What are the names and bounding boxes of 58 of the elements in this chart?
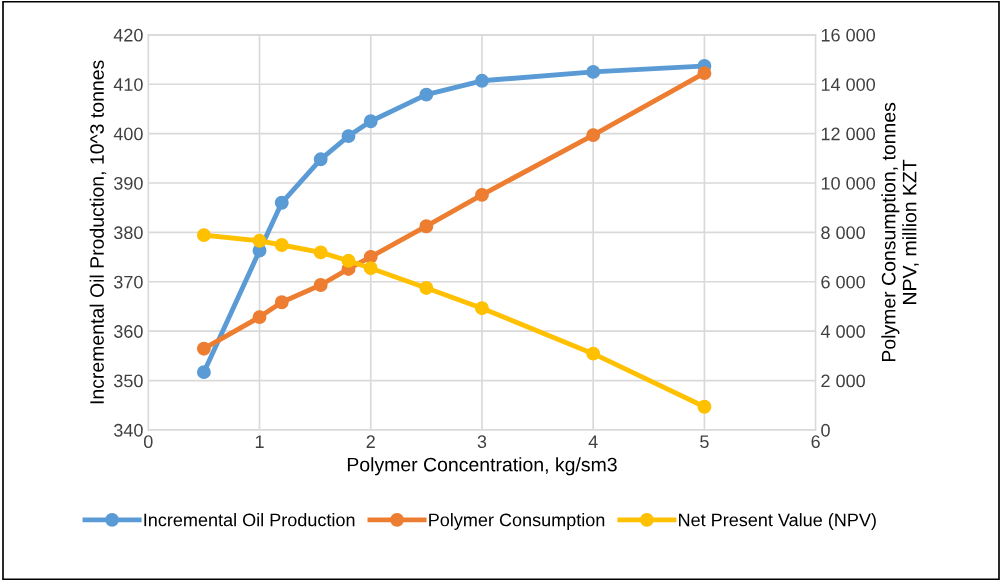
- y-tick-label: 340: [114, 423, 143, 437]
- point: [586, 346, 601, 361]
- x-tick-label: 5: [700, 435, 709, 449]
- point: [419, 281, 434, 295]
- point: [252, 310, 267, 325]
- x-axis-title: Polymer Concentration, kg/sm3: [347, 457, 617, 476]
- y-tick-label: 350: [114, 374, 143, 388]
- x-tick-label: 4: [588, 435, 598, 448]
- point: [475, 301, 489, 316]
- y-tick-label: 370: [114, 275, 143, 289]
- point: [313, 152, 328, 167]
- point: [274, 295, 289, 310]
- y2-tick-label: 16 000: [821, 28, 876, 42]
- y-axis-title: Incremental Oil Production, 10^3 tonnes: [89, 60, 107, 404]
- point: [196, 341, 211, 356]
- legend-label: Net Present Value (NPV): [679, 513, 876, 530]
- point: [313, 245, 328, 260]
- y2-tick-label: 4 000: [820, 325, 865, 338]
- point: [252, 233, 267, 248]
- y2-tick-label: 10 000: [821, 176, 876, 190]
- legend-label: Incremental Oil Production: [144, 513, 355, 527]
- point: [363, 249, 378, 264]
- point: [697, 399, 712, 414]
- point: [196, 365, 211, 380]
- point: [341, 253, 356, 268]
- point: [586, 64, 601, 79]
- point: [196, 228, 211, 243]
- x-tick-label: 0: [143, 435, 153, 449]
- point: [475, 187, 489, 202]
- y-tick-label: 420: [113, 28, 143, 42]
- x-tick-label: 3: [477, 435, 487, 449]
- point: [313, 278, 328, 292]
- y-tick-label: 360: [114, 325, 143, 338]
- point: [341, 129, 356, 144]
- point: [419, 219, 434, 234]
- point: [274, 238, 289, 252]
- point: [475, 73, 489, 88]
- y2-tick-label: 14 000: [821, 78, 876, 91]
- point: [419, 87, 434, 102]
- y2-tick-label: 0: [821, 423, 830, 437]
- point: [274, 195, 289, 210]
- y-tick-label: 380: [114, 226, 143, 240]
- point: [363, 261, 378, 276]
- y2-axis-title: Polymer Consumption, tonnes NPV, million KZT: [881, 102, 919, 362]
- point: [586, 128, 601, 143]
- y2-tick-label: 2 000: [821, 374, 865, 388]
- y-tick-label: 410: [113, 78, 143, 91]
- y-tick-label: 400: [113, 127, 143, 141]
- y2-tick-label: 12 000: [821, 127, 876, 141]
- x-tick-label: 6: [811, 435, 820, 449]
- y-tick-label: 390: [114, 176, 143, 190]
- legend-label: Polymer Consumption: [429, 513, 605, 530]
- x-tick-label: 2: [366, 435, 375, 448]
- y2-tick-label: 6 000: [821, 275, 865, 289]
- y2-tick-label: 8 000: [821, 226, 865, 240]
- point: [363, 114, 378, 129]
- point: [697, 66, 712, 81]
- x-tick-label: 1: [255, 435, 264, 448]
